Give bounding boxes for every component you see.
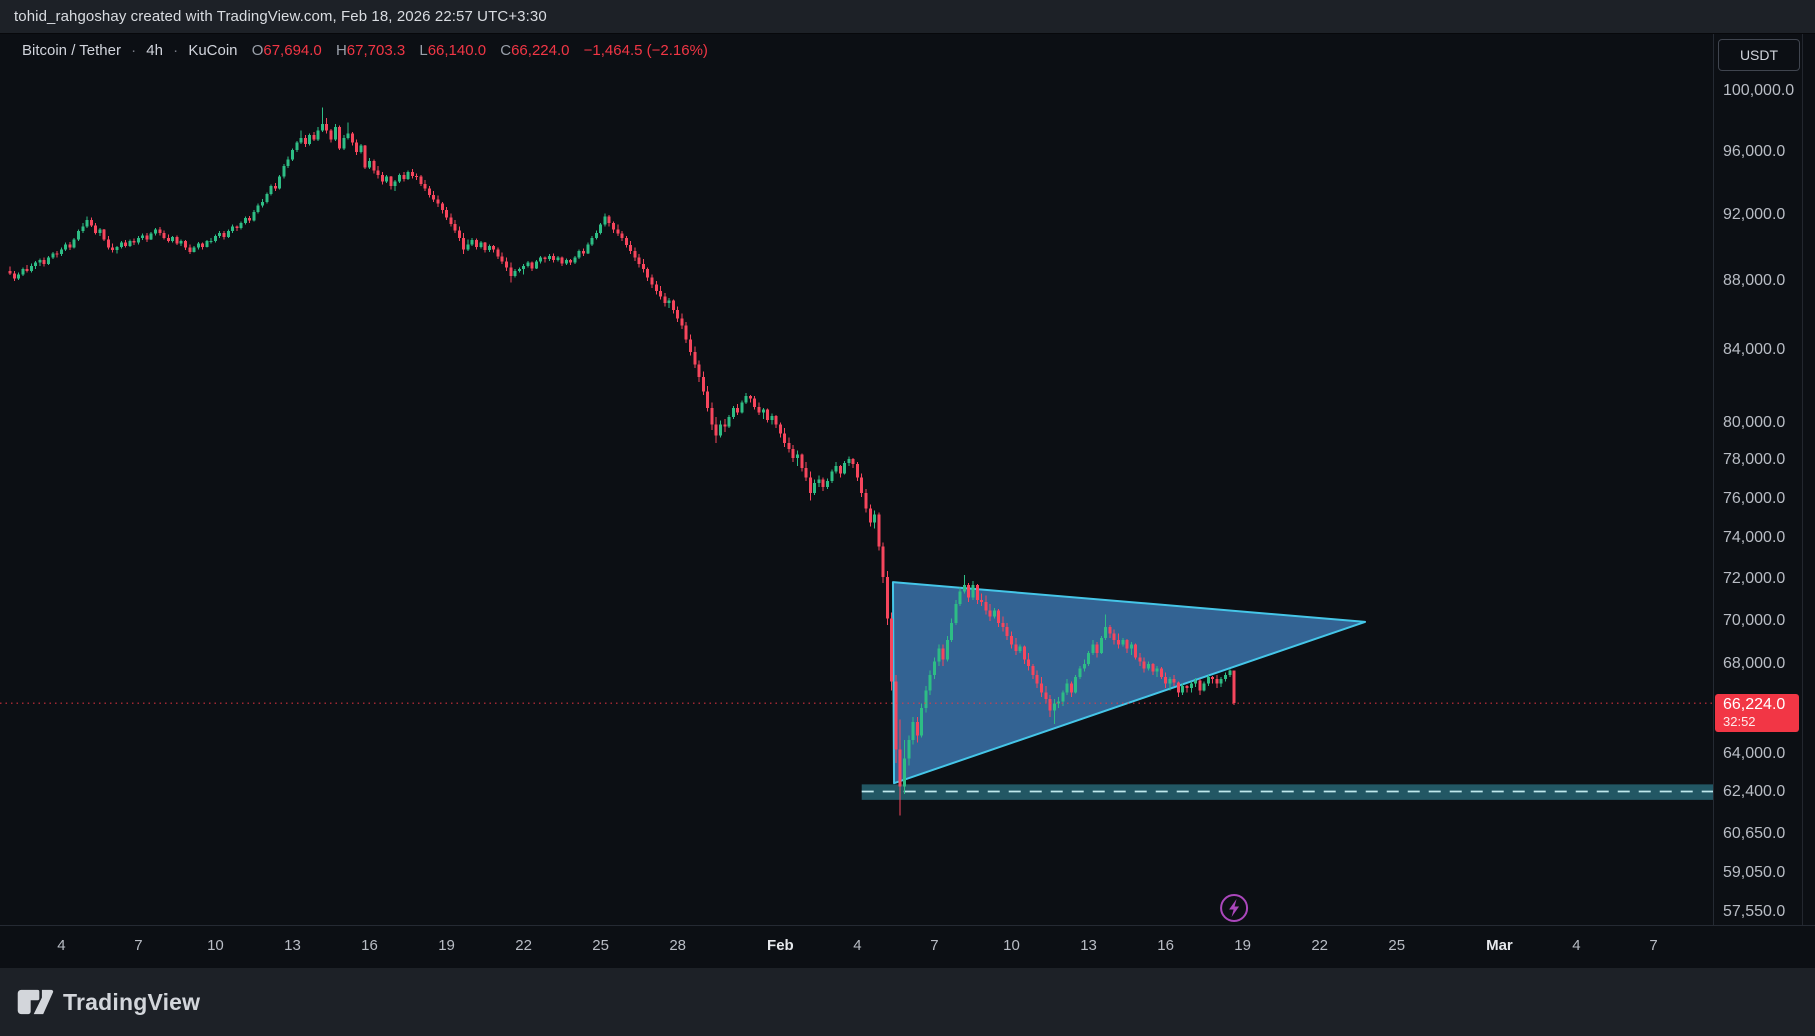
price-tick-label: 68,000.0 bbox=[1723, 654, 1786, 672]
time-tick-label: 16 bbox=[1157, 937, 1174, 954]
price-tick-label: 74,000.0 bbox=[1723, 529, 1786, 547]
time-tick-label: 7 bbox=[930, 937, 939, 954]
high-key: H bbox=[335, 42, 347, 59]
candles-layer bbox=[8, 107, 1236, 816]
time-tick-label: 13 bbox=[284, 937, 301, 954]
tradingview-logo-text: TradingView bbox=[63, 988, 201, 1015]
close-key: C bbox=[500, 42, 512, 59]
time-axis[interactable]: 4 7 10 13 16 19 22 25 28 Feb 4 7 10 13 16 19 22 25 Mar 4 7 bbox=[0, 925, 1815, 969]
price-axis[interactable]: USDT 66,224.0 32:52 100,000.0 96,000.0 92,… bbox=[1713, 34, 1815, 925]
legend-separator: · bbox=[173, 42, 179, 59]
open-key: O bbox=[251, 42, 264, 59]
support-zone[interactable] bbox=[861, 784, 1713, 800]
price-tick-label: 64,000.0 bbox=[1723, 744, 1786, 762]
price-tick-label: 57,550.0 bbox=[1723, 902, 1786, 920]
time-tick-month-label: Feb bbox=[767, 937, 794, 954]
chart-region: Bitcoin / Tether · 4h · KuCoin O67,694.0… bbox=[0, 34, 1815, 925]
candlestick-plot[interactable] bbox=[0, 34, 1713, 925]
time-tick-label: 16 bbox=[361, 937, 378, 954]
candle-countdown: 32:52 bbox=[1723, 714, 1756, 730]
close-value: 66,224.0 bbox=[511, 42, 570, 59]
currency-toggle-button[interactable]: USDT bbox=[1718, 39, 1800, 71]
price-tick-label: 80,000.0 bbox=[1723, 413, 1786, 431]
price-tick-label: 62,400.0 bbox=[1723, 782, 1786, 800]
tradingview-logo-icon bbox=[17, 989, 54, 1015]
open-value: 67,694.0 bbox=[263, 42, 322, 59]
price-tick-label: 92,000.0 bbox=[1723, 205, 1786, 223]
time-tick-label: 10 bbox=[207, 937, 224, 954]
legend-separator: · bbox=[131, 42, 137, 59]
time-tick-label: 28 bbox=[669, 937, 687, 954]
footer-bar: TradingView bbox=[0, 968, 1815, 1036]
price-tick-label: 59,050.0 bbox=[1723, 864, 1786, 882]
symbol-legend[interactable]: Bitcoin / Tether · 4h · KuCoin O67,694.0… bbox=[22, 42, 708, 59]
attribution-text: tohid_rahgoshay created with TradingView… bbox=[14, 8, 547, 25]
axis-edge-line bbox=[1802, 34, 1803, 925]
time-tick-label: 4 bbox=[853, 937, 862, 954]
last-price-value: 66,224.0 bbox=[1723, 696, 1786, 714]
price-tick-label: 88,000.0 bbox=[1723, 272, 1786, 289]
time-tick-month-label: Mar bbox=[1486, 937, 1513, 954]
high-value: 67,703.3 bbox=[346, 42, 406, 59]
time-tick-label: 7 bbox=[134, 937, 143, 954]
time-tick-label: 10 bbox=[1003, 937, 1020, 954]
time-tick-label: 4 bbox=[1572, 937, 1581, 954]
time-tick-label: 19 bbox=[1234, 937, 1251, 954]
price-tick-label: 60,650.0 bbox=[1723, 824, 1786, 842]
low-key: L bbox=[419, 42, 428, 59]
price-tick-label: 78,000.0 bbox=[1723, 451, 1786, 469]
symbol-title: Bitcoin / Tether bbox=[22, 42, 121, 59]
price-tick-label: 84,000.0 bbox=[1723, 341, 1786, 359]
lightning-marker[interactable] bbox=[1220, 894, 1249, 922]
low-value: 66,140.0 bbox=[427, 42, 487, 59]
price-tick-label: 70,000.0 bbox=[1723, 611, 1786, 629]
interval-label: 4h bbox=[146, 42, 163, 59]
price-tick-label: 100,000.0 bbox=[1723, 82, 1795, 100]
time-tick-label: 13 bbox=[1080, 937, 1097, 954]
price-tick-label: 96,000.0 bbox=[1723, 142, 1786, 160]
time-tick-label: 25 bbox=[1388, 937, 1406, 954]
time-tick-label: 7 bbox=[1649, 937, 1658, 954]
attribution-bar: tohid_rahgoshay created with TradingView… bbox=[0, 0, 1815, 34]
triangle-pattern-drawing[interactable] bbox=[891, 581, 1367, 785]
tradingview-logo[interactable]: TradingView bbox=[16, 988, 200, 1016]
time-tick-label: 22 bbox=[1311, 937, 1329, 954]
price-tick-label: 72,000.0 bbox=[1723, 569, 1786, 587]
exchange-label: KuCoin bbox=[188, 42, 238, 59]
change-value: −1,464.5 (−2.16%) bbox=[583, 42, 708, 59]
price-tick-label: 76,000.0 bbox=[1723, 489, 1786, 507]
time-tick-label: 25 bbox=[592, 937, 609, 954]
time-tick-label: 22 bbox=[515, 937, 532, 954]
time-tick-label: 19 bbox=[438, 937, 455, 954]
time-tick-label: 4 bbox=[57, 937, 66, 954]
last-price-badge[interactable]: 66,224.0 32:52 bbox=[1715, 694, 1799, 733]
